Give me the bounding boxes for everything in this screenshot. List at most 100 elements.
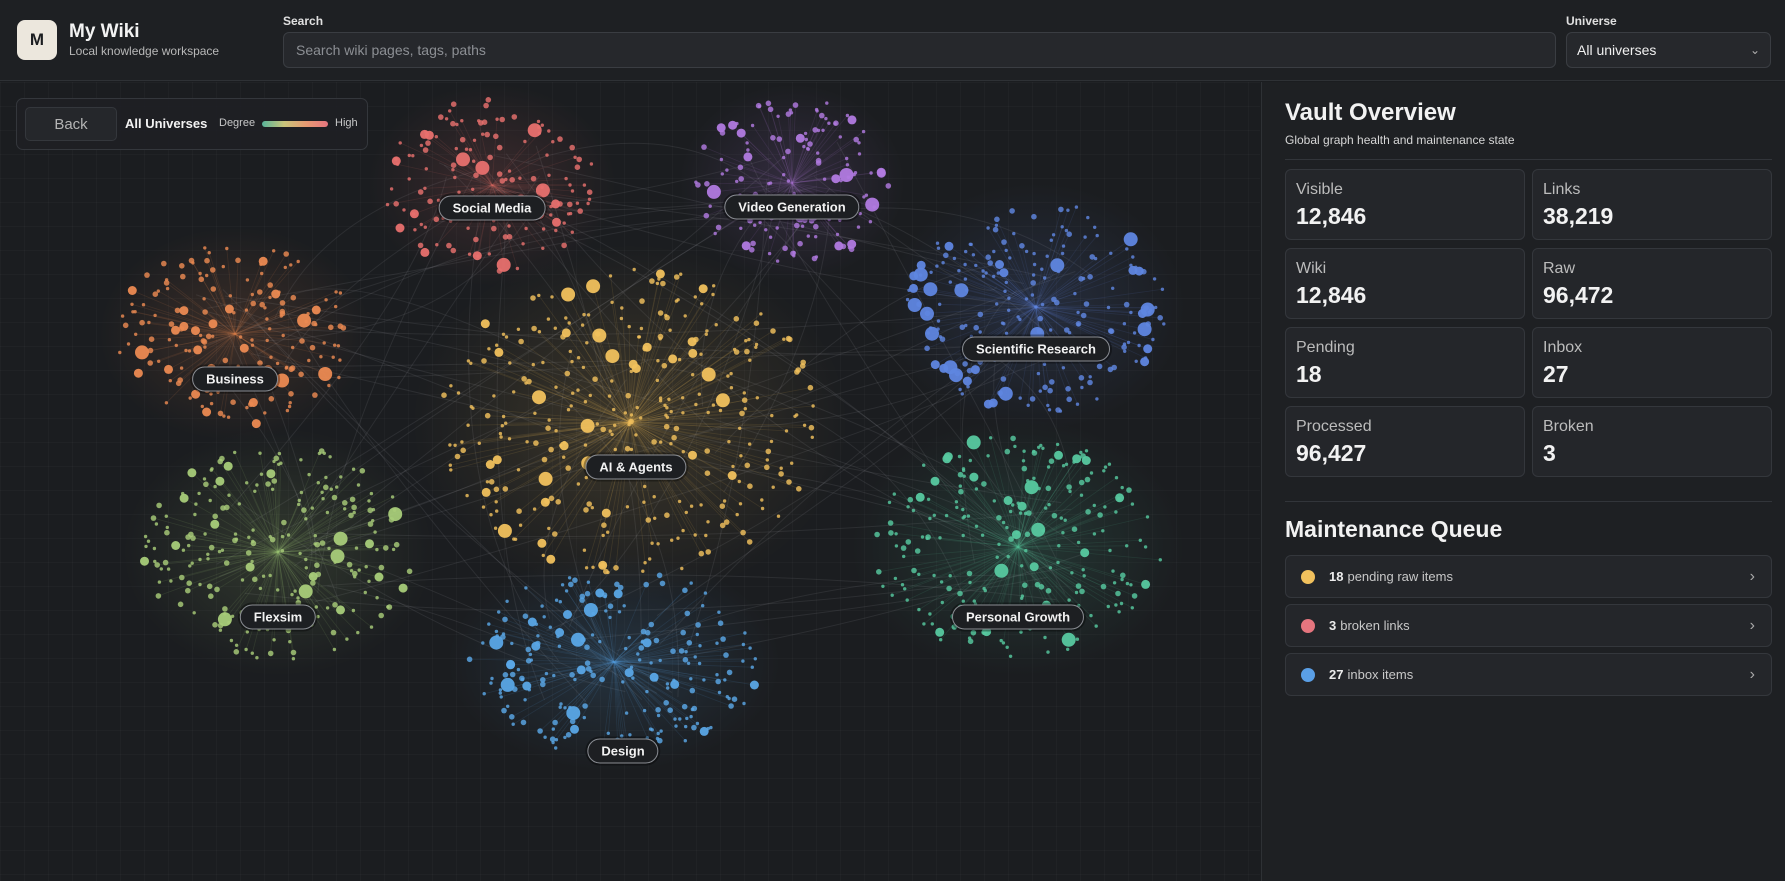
- graph-node: [656, 572, 663, 579]
- graph-node: [715, 678, 721, 685]
- graph-node: [661, 362, 668, 369]
- graph-link: [583, 314, 631, 423]
- graph-link: [968, 515, 1019, 548]
- cluster-label-social-media[interactable]: Social Media: [438, 195, 546, 221]
- cluster-label-business[interactable]: Business: [192, 366, 278, 392]
- graph-node: [689, 677, 693, 681]
- graph-node: [999, 268, 1009, 278]
- stat-label: Broken: [1543, 418, 1594, 435]
- graph-link: [1017, 448, 1044, 548]
- graph-node: [750, 123, 755, 128]
- graph-edges: [99, 83, 1186, 772]
- graph-link: [166, 515, 279, 553]
- graph-link: [1017, 546, 1047, 606]
- graph-node: [1109, 251, 1113, 255]
- graph-link: [976, 525, 1019, 548]
- graph-node: [516, 667, 521, 672]
- stat-value: 96,472: [1543, 282, 1614, 308]
- graph-node: [741, 397, 748, 404]
- graph-node: [1125, 247, 1129, 251]
- graph-node: [969, 472, 979, 482]
- graph-node: [244, 308, 249, 312]
- graph-node: [719, 503, 726, 510]
- graph-canvas[interactable]: Back All Universes Degree High Social Me…: [0, 82, 1260, 881]
- graph-node: [586, 501, 592, 507]
- queue-item-broken[interactable]: 3 broken links ›: [1285, 604, 1772, 647]
- knowledge-graph[interactable]: [0, 82, 1260, 881]
- graph-link: [629, 421, 684, 453]
- graph-node: [1103, 505, 1107, 509]
- graph-node: [1019, 243, 1025, 249]
- graph-link: [918, 546, 1019, 575]
- search-box[interactable]: [283, 32, 1556, 68]
- graph-node: [459, 136, 466, 143]
- graph-link: [629, 276, 678, 423]
- app-logo[interactable]: M: [17, 20, 57, 60]
- graph-link: [791, 160, 819, 184]
- graph-link: [629, 408, 746, 423]
- graph-node: [742, 391, 746, 395]
- graph-node: [141, 303, 146, 307]
- graph-node: [464, 147, 469, 151]
- graph-node: [543, 735, 547, 739]
- graph-node: [332, 647, 337, 652]
- graph-node: [644, 629, 651, 636]
- graph-node: [608, 274, 613, 278]
- stat-label: Visible: [1296, 181, 1343, 198]
- back-button[interactable]: Back: [25, 107, 117, 141]
- graph-node: [654, 678, 658, 682]
- graph-node: [584, 644, 590, 650]
- cluster-label-flexsim[interactable]: Flexsim: [239, 604, 317, 630]
- graph-node: [1043, 635, 1047, 640]
- cluster-label-personal-growth[interactable]: Personal Growth: [951, 604, 1085, 630]
- graph-node: [563, 735, 567, 740]
- graph-node: [961, 467, 966, 471]
- graph-node: [853, 171, 858, 175]
- graph-node: [566, 706, 581, 721]
- graph-node: [658, 658, 662, 663]
- graph-node: [498, 691, 502, 695]
- graph-link: [1017, 516, 1148, 548]
- graph-node: [639, 326, 644, 331]
- search-input[interactable]: [284, 33, 1555, 67]
- graph-node: [354, 546, 359, 550]
- graph-link: [234, 327, 344, 335]
- cluster-label-ai-agents[interactable]: AI & Agents: [585, 454, 687, 480]
- graph-node: [1092, 503, 1097, 508]
- universe-select[interactable]: All universes ⌄: [1566, 32, 1771, 68]
- queue-item-pending[interactable]: 18 pending raw items ›: [1285, 555, 1772, 598]
- graph-link: [629, 421, 667, 428]
- graph-node: [767, 106, 774, 113]
- graph-link: [277, 551, 359, 633]
- graph-node: [191, 326, 200, 336]
- graph-node: [994, 223, 999, 227]
- graph-node: [327, 546, 331, 551]
- graph-link: [628, 326, 631, 423]
- graph-link: [982, 534, 1019, 548]
- graph-node: [742, 701, 746, 706]
- graph-node: [1061, 464, 1066, 468]
- graph-node: [316, 614, 320, 619]
- graph-link: [758, 105, 793, 184]
- graph-link: [939, 303, 1037, 308]
- graph-node: [663, 423, 670, 430]
- graph-link: [226, 248, 236, 335]
- graph-link: [501, 661, 615, 698]
- graph-node: [569, 718, 576, 725]
- graph-node: [659, 440, 663, 444]
- graph-link: [539, 331, 631, 423]
- graph-link: [963, 517, 1019, 548]
- graph-link: [585, 421, 631, 446]
- graph-link: [791, 129, 816, 184]
- queue-item-inbox[interactable]: 27 inbox items ›: [1285, 653, 1772, 696]
- graph-node: [668, 328, 672, 332]
- cluster-label-design[interactable]: Design: [587, 738, 659, 764]
- graph-node: [657, 737, 663, 744]
- graph-node: [706, 410, 710, 415]
- cluster-label-scientific-research[interactable]: Scientific Research: [962, 336, 1110, 362]
- graph-link: [204, 311, 236, 335]
- cluster-label-video-generation[interactable]: Video Generation: [724, 194, 860, 220]
- graph-link: [791, 182, 795, 194]
- graph-node: [648, 557, 652, 561]
- graph-node: [165, 286, 170, 291]
